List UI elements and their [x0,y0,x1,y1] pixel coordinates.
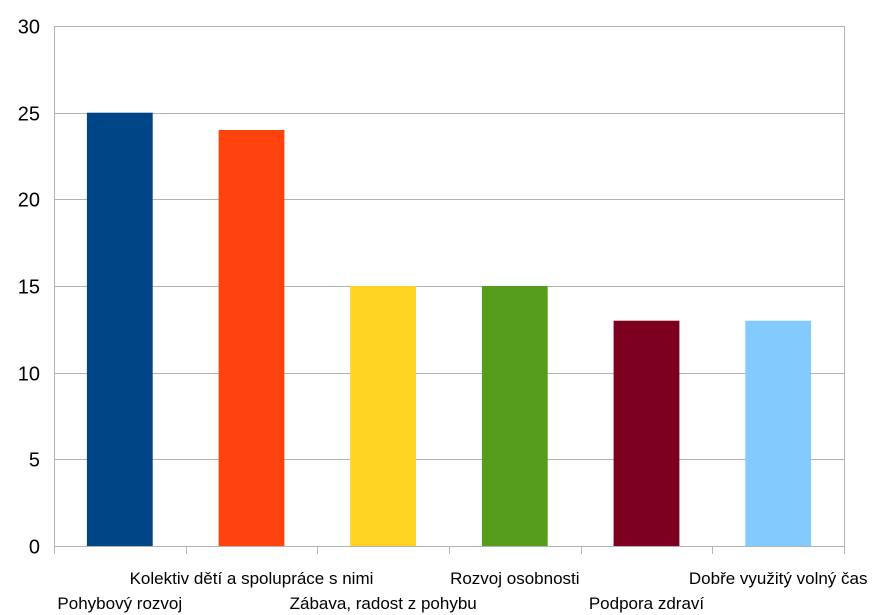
bars [86,112,812,546]
labels: 0 5 10 15 20 25 30 Pohybový rozvoj Kolektiv dětí… [18,17,868,614]
y-tick-label: 25 [18,104,40,126]
y-tick-label: 5 [29,450,40,472]
bar-1 [86,112,153,546]
bar-2 [218,130,285,546]
y-tick-label: 30 [18,17,40,39]
x-category-label: Rozvoj osobnosti [450,569,579,588]
axes [54,26,845,554]
x-category-label: Kolektiv dětí a spolupráce s nimi [130,569,374,588]
x-category-label: Podpora zdraví [589,594,705,613]
x-category-label: Pohybový rozvoj [57,594,182,613]
bar-6 [745,320,812,546]
x-category-label: Zábava, radost z pohybu [290,594,477,613]
bar-4 [481,286,548,546]
y-tick-label: 15 [18,277,40,299]
y-tick-label: 10 [18,364,40,386]
y-tick-label: 0 [29,537,40,559]
gridlines [54,26,844,547]
y-tick-label: 20 [18,190,40,212]
bar-5 [613,320,680,546]
bar-3 [350,286,416,546]
x-category-label: Dobře využitý volný čas [689,569,868,588]
